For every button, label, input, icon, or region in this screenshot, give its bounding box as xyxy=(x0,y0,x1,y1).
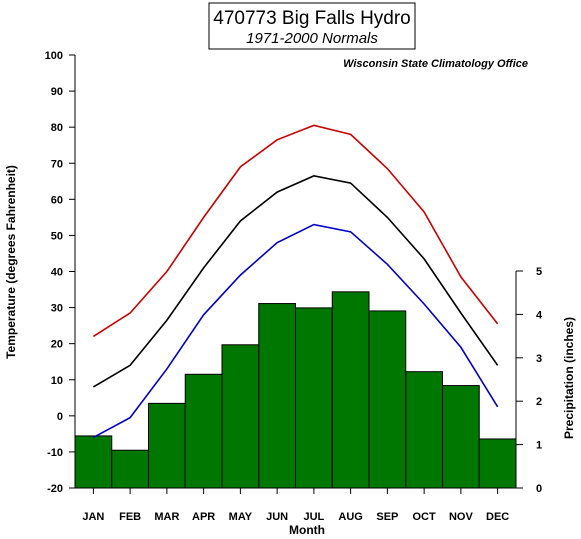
precipitation-bar xyxy=(405,371,443,489)
chart-source: Wisconsin State Climatology Office xyxy=(343,58,528,70)
y-right-tick-label: 3 xyxy=(536,353,542,365)
x-tick-label: JUN xyxy=(266,511,288,523)
y-left-tick-label: 90 xyxy=(51,86,63,98)
precipitation-bar xyxy=(111,449,149,489)
chart-title: 470773 Big Falls Hydro xyxy=(213,8,411,29)
x-tick-label: MAR xyxy=(154,511,179,523)
temperature-line xyxy=(92,223,499,439)
x-tick-label: NOV xyxy=(449,511,474,523)
precipitation-bar xyxy=(184,373,223,489)
y-left-tick-label: 100 xyxy=(45,50,63,62)
y-left-tick-label: 50 xyxy=(51,230,63,242)
x-tick-label: OCT xyxy=(413,511,437,523)
y-left-tick-label: 70 xyxy=(51,158,63,170)
x-tick-label: JAN xyxy=(82,511,104,523)
y-left-tick-label: -10 xyxy=(47,447,63,459)
precipitation-bar xyxy=(258,303,296,489)
y-left-tick-label: 80 xyxy=(51,122,63,134)
y-right-tick-label: 5 xyxy=(536,266,542,278)
precipitation-bar xyxy=(478,438,517,489)
title-box xyxy=(208,2,416,50)
precipitation-bars xyxy=(74,291,517,489)
y-axis-right-title: Precipitation (inches) xyxy=(562,317,576,439)
y-axis-left-title: Temperature (degrees Fahrenheit) xyxy=(4,165,18,359)
y-right-tick-label: 0 xyxy=(536,483,542,495)
precipitation-bar xyxy=(148,402,186,489)
temperature-line xyxy=(92,124,499,338)
y-left-tick-label: 30 xyxy=(51,303,63,315)
chart-subtitle: 1971-2000 Normals xyxy=(246,30,378,47)
x-tick-label: SEP xyxy=(376,511,398,523)
y-left-tick-label: 40 xyxy=(51,267,63,279)
precipitation-bar xyxy=(74,435,113,489)
y-right-tick-label: 4 xyxy=(536,309,543,321)
y-left-tick-label: -20 xyxy=(47,483,63,495)
precipitation-bar xyxy=(368,310,407,489)
precipitation-bar xyxy=(295,307,333,489)
x-tick-label: AUG xyxy=(338,511,362,523)
x-tick-label: FEB xyxy=(119,511,141,523)
x-tick-label: DEC xyxy=(486,511,509,523)
y-left-tick-label: 60 xyxy=(51,194,63,206)
y-right-tick-label: 1 xyxy=(536,440,542,452)
x-tick-label: MAY xyxy=(229,511,253,523)
x-tick-label: JUL xyxy=(303,511,324,523)
x-axis-title: Month xyxy=(289,523,325,537)
temperature-line xyxy=(92,175,499,388)
y-left-tick-label: 20 xyxy=(51,339,63,351)
precipitation-bar xyxy=(221,344,260,489)
y-left-tick-label: 10 xyxy=(51,375,63,387)
y-axis-right: 5 4 3 2 1 0 xyxy=(516,266,543,495)
temperature-lines xyxy=(92,124,499,439)
x-axis: JAN FEB MAR APR MAY JUN JUL AUG SEP OCT NOV DEC xyxy=(82,488,509,523)
y-left-tick-label: 0 xyxy=(57,411,63,423)
precipitation-bar xyxy=(442,385,480,489)
x-tick-label: APR xyxy=(192,511,215,523)
y-right-tick-label: 2 xyxy=(536,396,542,408)
precipitation-bar xyxy=(331,291,370,489)
